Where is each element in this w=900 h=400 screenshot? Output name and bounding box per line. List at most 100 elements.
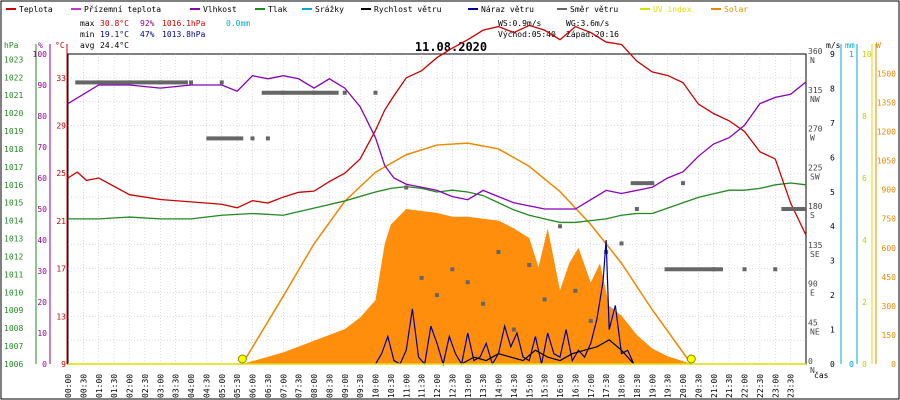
series-wind-direction-point [573,288,578,293]
series-wind-direction-point [450,267,455,272]
legend-label: Tlak [268,5,287,14]
axis-uv-tick: 0 [862,360,867,369]
axis-pct-tick: 50 [37,205,47,214]
axis-compass-tick: NE [810,327,820,336]
axis-time-tick: 00:30 [79,374,88,398]
series-wind-direction-run [77,80,188,85]
series-tlak-line [68,182,807,224]
axis-ms-tick: 2 [830,291,835,300]
axis-uv-tick: 2 [862,298,867,307]
axis-pct-tick: 90 [37,81,47,90]
axis-time-tick: 04:30 [202,374,211,398]
axis-hpa-tick: 1006 [4,360,23,369]
series-gust-line [374,239,635,367]
axis-time-tick: 19:00 [648,374,657,398]
legend-label: Solar [724,5,748,14]
axis-time-tick: 07:00 [279,374,288,398]
stat-sunrise: Východ:05:40 [498,30,556,39]
axis-hpa-tick: 1023 [4,55,23,64]
series-wind-direction-run [261,90,339,95]
legend-label: Vlhkost [203,5,237,14]
axis-direction-tick: 315 [808,86,823,95]
axis-celsius-tick: 25 [56,169,66,178]
axis-uv-tick: 6 [862,174,867,183]
axis-time-tick: 03:00 [156,374,165,398]
axis-celsius-tick: 13 [56,312,66,321]
axis-time-label: čas [814,370,829,380]
series-solar-fill [242,209,692,364]
stat-sunset: Západ:20:16 [566,30,619,39]
axis-time-tick: 08:00 [310,374,319,398]
axis-time-tick: 23:30 [787,374,796,398]
series-wind-direction-point [404,185,409,190]
axis-ms-tick: 5 [830,188,835,197]
series-wind-direction-point [465,280,470,285]
axis-direction-tick: 45 [808,318,818,327]
axis-watt-tick: 750 [882,215,897,224]
axis-time-tick: 16:00 [556,374,565,398]
axis-celsius-tick: 21 [56,217,66,226]
axis-pct-tick: 60 [37,174,47,183]
axis-hpa-tick: 1013 [4,235,23,244]
stat-max-temp: 30.8°C [100,19,129,28]
axis-pct-unit: % [38,41,43,50]
axis-time-tick: 04:00 [187,374,196,398]
axis-celsius-tick: 33 [56,74,66,83]
axis-hpa-tick: 1021 [4,91,23,100]
chart-title: 11.08.2020 [415,40,487,54]
axis-time-tick: 12:30 [448,374,457,398]
series-wind-direction-point [481,301,486,306]
axis-pct-tick: 40 [37,236,47,245]
series-wind-direction-point [542,297,547,302]
series-wind-direction-point [619,241,624,246]
axis-time-tick: 18:30 [633,374,642,398]
series-wind-direction-point [419,275,424,280]
axis-time-tick: 17:00 [587,374,596,398]
axis-mm-unit: mm [845,41,855,50]
axis-watt-tick: 1350 [877,98,896,107]
series-vlhkost-line [67,74,807,210]
axis-uv-tick: 8 [862,112,867,121]
axis-ms-unit: m/s [826,41,841,50]
axis-hpa-unit: hPa [4,41,19,50]
axis-time-tick: 15:00 [525,374,534,398]
axis-time-tick: 13:30 [479,374,488,398]
series-wind-direction-point [558,224,562,229]
stat-min-temp: 19.1°C [100,30,129,39]
legend-label: Náraz větru [481,5,534,14]
axis-uv-tick: 4 [862,236,867,245]
axis-time-tick: 10:30 [387,374,396,398]
legend-label: UV index [653,5,692,14]
stats-panel: max 30.8°C 92% 1016.1hPa 0.0mm min 19.1°… [80,19,619,50]
axis-hpa-tick: 1011 [4,270,23,279]
legend-label: Rychlost větru [374,5,442,14]
series-wind-direction-point [773,267,778,272]
series-wind-direction-run [206,136,244,141]
axis-time-tick: 09:00 [341,374,350,398]
stat-max-label: max [80,19,95,28]
axis-mm-tick: 1 [849,50,854,59]
axis-ms-tick: 7 [830,119,835,128]
stat-max-pressure: 1016.1hPa [162,19,206,28]
axis-watt-tick: 150 [882,331,897,340]
series-wind-direction-point [634,207,639,211]
series-wind-direction-point [435,293,439,298]
axis-hpa-tick: 1010 [4,288,23,297]
axis-hpa-tick: 1014 [4,217,23,226]
axis-time-tick: 13:00 [464,374,473,398]
axis-compass-tick: NW [810,95,820,104]
axis-watt-tick: 1200 [877,128,896,137]
axis-pct-tick: 100 [33,50,48,59]
axis-time-tick: 06:00 [249,374,258,398]
axis-hpa-tick: 1012 [4,252,23,261]
axis-time-tick: 19:30 [664,374,673,398]
axis-time-tick: 16:30 [571,374,580,398]
axis-direction-tick: 360 [808,47,823,56]
axes: hPa1006100710081009101010111012101310141… [4,41,896,398]
legend-label: Srážky [315,5,344,14]
axis-time-tick: 00:00 [64,374,73,398]
axis-time-tick: 11:30 [418,374,427,398]
series-wind-direction-point [250,136,255,141]
